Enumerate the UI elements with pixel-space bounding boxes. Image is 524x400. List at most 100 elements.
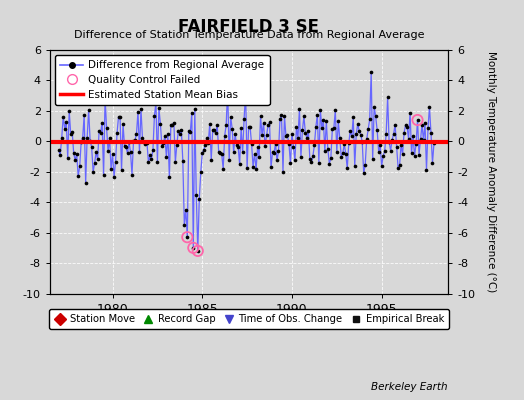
Point <box>193 248 202 254</box>
Point <box>335 135 344 142</box>
Point <box>324 146 332 152</box>
Point <box>425 103 434 110</box>
Point <box>213 122 222 128</box>
Point <box>250 150 259 157</box>
Point <box>117 167 126 174</box>
Point <box>391 122 399 128</box>
Point <box>345 140 353 146</box>
Point <box>331 107 340 114</box>
Point <box>274 148 282 155</box>
Point <box>214 149 223 156</box>
Point <box>167 122 175 128</box>
Point <box>122 144 130 150</box>
Point <box>282 133 290 140</box>
Point <box>359 170 368 176</box>
Point <box>119 121 127 127</box>
Point <box>62 119 70 125</box>
Point <box>406 110 414 116</box>
Point <box>156 120 165 127</box>
Point <box>165 174 173 180</box>
Y-axis label: Monthly Temperature Anomaly Difference (°C): Monthly Temperature Anomaly Difference (… <box>486 51 496 292</box>
Point <box>63 154 72 161</box>
Point <box>283 132 292 138</box>
Point <box>400 130 408 136</box>
Point <box>65 108 73 114</box>
Point <box>258 132 266 138</box>
Point <box>267 164 275 171</box>
Point <box>243 165 252 171</box>
Point <box>312 124 320 130</box>
Point <box>161 133 169 139</box>
Point <box>141 140 150 147</box>
Point <box>80 112 89 118</box>
Point <box>430 140 438 146</box>
Point <box>58 134 66 141</box>
Point <box>271 140 280 147</box>
Point <box>256 113 265 120</box>
Point <box>105 135 114 141</box>
Point <box>176 131 184 137</box>
Point <box>370 103 378 110</box>
Point <box>93 156 102 163</box>
Point <box>212 130 220 136</box>
Point <box>95 128 103 134</box>
Point <box>67 131 75 137</box>
Point <box>286 160 294 166</box>
Point <box>68 128 77 135</box>
Point <box>143 140 151 146</box>
Point <box>419 137 428 144</box>
Point <box>422 167 431 173</box>
Point <box>355 128 364 134</box>
Point <box>174 128 182 134</box>
Point <box>316 107 324 114</box>
Point <box>221 132 229 139</box>
Point <box>417 136 425 142</box>
Point <box>413 117 422 123</box>
Point <box>171 159 180 165</box>
Point <box>129 138 138 145</box>
Point <box>334 118 343 124</box>
Point <box>191 105 199 112</box>
Point <box>123 150 132 157</box>
Point <box>72 150 81 157</box>
Point <box>134 108 142 115</box>
Point <box>337 153 345 160</box>
Point <box>291 157 299 163</box>
Point <box>254 144 262 150</box>
Point <box>201 142 210 148</box>
Point <box>75 163 84 170</box>
Point <box>225 157 233 163</box>
Point <box>292 124 301 130</box>
Point <box>372 113 380 120</box>
Point <box>428 160 436 166</box>
Point <box>104 148 112 154</box>
Point <box>77 139 85 145</box>
Point <box>326 155 335 162</box>
Point <box>238 149 247 156</box>
Point <box>125 138 133 145</box>
Point <box>310 142 319 148</box>
Point <box>415 151 423 158</box>
Text: FAIRFIELD 3 SE: FAIRFIELD 3 SE <box>178 18 320 36</box>
Point <box>231 131 239 137</box>
Point <box>276 116 284 122</box>
Point <box>71 157 79 164</box>
Point <box>319 117 328 124</box>
Point <box>385 138 394 145</box>
Point <box>216 150 224 156</box>
Point <box>200 147 208 153</box>
Point <box>183 234 191 240</box>
Point <box>330 125 338 132</box>
Point <box>223 86 232 92</box>
Point <box>364 126 373 132</box>
Point <box>427 130 435 136</box>
Point <box>289 144 298 150</box>
Point <box>149 147 157 153</box>
Point <box>279 168 287 175</box>
Point <box>198 150 206 156</box>
Point <box>377 163 386 169</box>
Point <box>158 143 166 149</box>
Point <box>315 159 323 166</box>
Point <box>277 112 286 118</box>
Point <box>172 141 181 148</box>
